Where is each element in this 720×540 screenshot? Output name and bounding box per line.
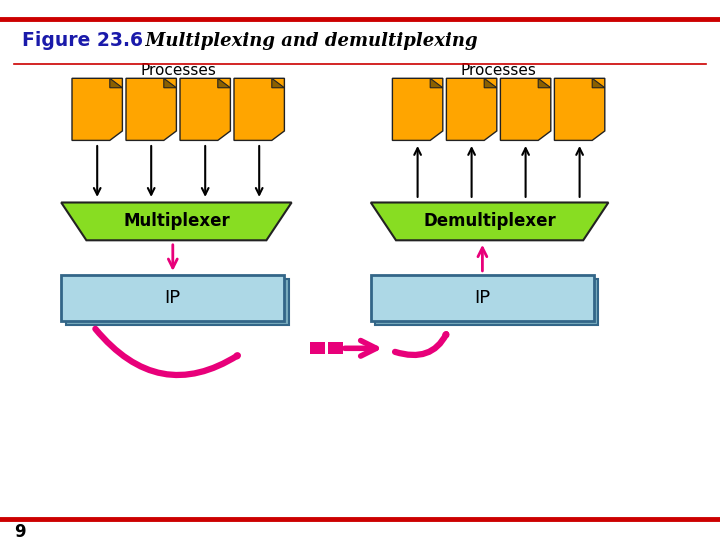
Polygon shape bbox=[593, 78, 605, 87]
Text: Multiplexing and demultiplexing: Multiplexing and demultiplexing bbox=[133, 31, 478, 50]
Text: Processes: Processes bbox=[461, 63, 536, 78]
Polygon shape bbox=[163, 78, 176, 87]
Polygon shape bbox=[446, 78, 497, 140]
FancyBboxPatch shape bbox=[375, 279, 598, 325]
Polygon shape bbox=[500, 78, 551, 140]
Polygon shape bbox=[392, 78, 443, 140]
Polygon shape bbox=[554, 78, 605, 140]
Polygon shape bbox=[72, 78, 122, 140]
FancyBboxPatch shape bbox=[61, 275, 284, 321]
Text: Demultiplexer: Demultiplexer bbox=[423, 212, 556, 231]
Polygon shape bbox=[431, 78, 443, 87]
Text: Multiplexer: Multiplexer bbox=[123, 212, 230, 231]
Polygon shape bbox=[217, 78, 230, 87]
FancyArrowPatch shape bbox=[395, 334, 446, 355]
Text: Figure 23.6: Figure 23.6 bbox=[22, 31, 143, 50]
Polygon shape bbox=[484, 78, 497, 87]
Polygon shape bbox=[61, 202, 292, 240]
FancyBboxPatch shape bbox=[66, 279, 289, 325]
Polygon shape bbox=[371, 202, 608, 240]
Text: Processes: Processes bbox=[140, 63, 216, 78]
Polygon shape bbox=[272, 78, 284, 87]
Text: 9: 9 bbox=[14, 523, 26, 540]
Polygon shape bbox=[180, 78, 230, 140]
Polygon shape bbox=[538, 78, 551, 87]
FancyBboxPatch shape bbox=[371, 275, 594, 321]
Bar bbox=[328, 342, 343, 354]
FancyArrowPatch shape bbox=[95, 329, 238, 375]
Text: IP: IP bbox=[474, 289, 490, 307]
Polygon shape bbox=[126, 78, 176, 140]
Bar bbox=[310, 342, 325, 354]
Polygon shape bbox=[234, 78, 284, 140]
Polygon shape bbox=[110, 78, 122, 87]
Text: IP: IP bbox=[165, 289, 181, 307]
